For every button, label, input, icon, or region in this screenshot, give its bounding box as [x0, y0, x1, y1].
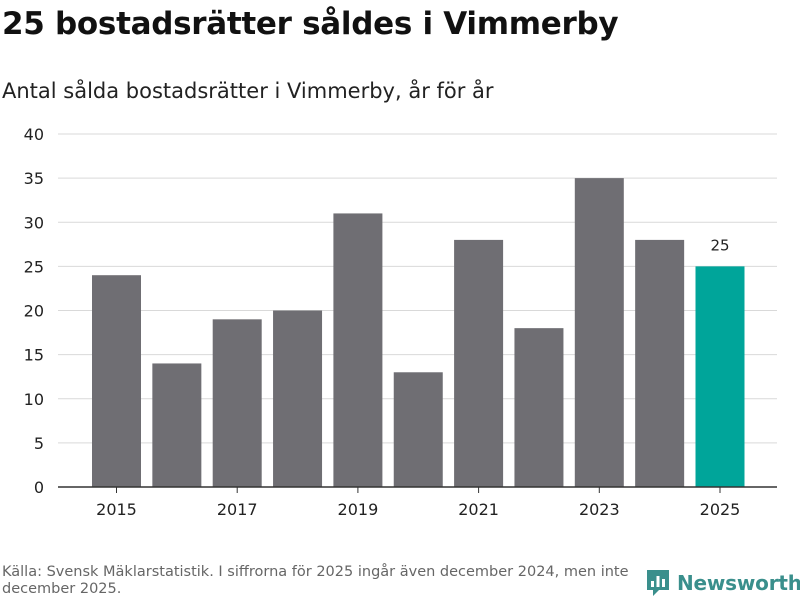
source-note: Källa: Svensk Mäklarstatistik. I siffror… — [2, 564, 629, 597]
y-tick-label: 35 — [24, 169, 44, 188]
y-axis-ticks: 0 5 10 15 20 25 30 35 40 — [24, 125, 44, 497]
bar-2023 — [574, 178, 624, 487]
x-tick-label: 2025 — [700, 500, 741, 519]
x-tick-label: 2015 — [96, 500, 137, 519]
bar-2021 — [454, 239, 504, 487]
x-tick-label: 2021 — [458, 500, 499, 519]
x-tick-label: 2019 — [338, 500, 379, 519]
y-tick-label: 25 — [24, 257, 44, 276]
newsworthy-logo-icon — [647, 570, 669, 596]
chart-title: 25 bostadsrätter såldes i Vimmerby — [2, 6, 619, 42]
y-tick-label: 40 — [24, 125, 44, 144]
bar-2022 — [514, 328, 564, 487]
brand-logo: Newsworthy — [645, 568, 800, 598]
y-tick-label: 0 — [34, 478, 44, 497]
bar-2018 — [273, 310, 323, 487]
data-labels: 25 — [710, 236, 729, 254]
x-tick-label: 2017 — [217, 500, 258, 519]
chart-subtitle: Antal sålda bostadsrätter i Vimmerby, år… — [2, 79, 494, 103]
data-label: 25 — [710, 236, 729, 254]
y-tick-label: 30 — [24, 213, 44, 232]
bar-2020 — [393, 372, 443, 487]
brand-name: Newsworthy — [677, 571, 800, 595]
y-tick-label: 5 — [34, 434, 44, 453]
x-axis-ticks: 2015 2017 2019 2021 2023 2025 — [96, 487, 740, 519]
bar-2024 — [635, 239, 685, 487]
bar-2025 — [695, 266, 745, 487]
y-tick-label: 10 — [24, 390, 44, 409]
y-tick-label: 15 — [24, 346, 44, 365]
x-tick-label: 2023 — [579, 500, 620, 519]
bars — [58, 178, 777, 488]
bar-2015 — [92, 275, 141, 487]
bar-2017 — [212, 319, 262, 487]
y-tick-label: 20 — [24, 302, 44, 321]
bar-2019 — [333, 213, 383, 488]
bar-2016 — [152, 363, 202, 487]
